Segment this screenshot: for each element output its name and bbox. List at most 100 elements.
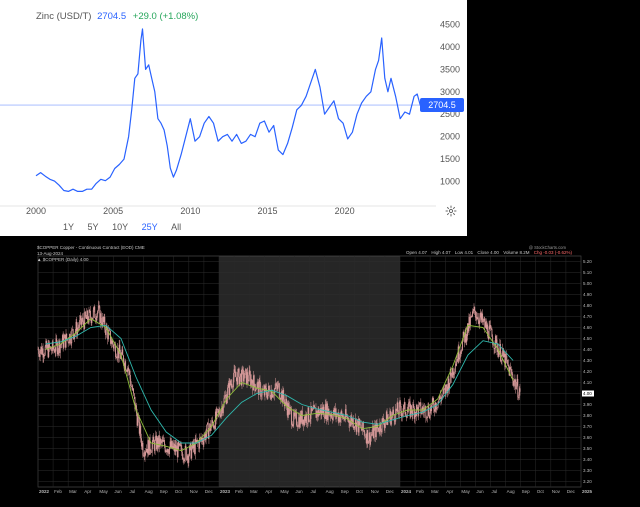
copper-chart: 3.20 3.30 3.40 3.50 3.60 3.70 3.80 3.90 4.00 4.10… bbox=[34, 244, 606, 501]
copper-candle-body bbox=[402, 412, 404, 414]
copper-ohlc: Open 4.07 High 4.07 Low 4.01 Close 4.00 … bbox=[403, 250, 572, 255]
copper-candle-body bbox=[131, 386, 133, 390]
copper-candle-body bbox=[479, 317, 481, 324]
copper-candle-body bbox=[515, 385, 517, 390]
copper-candle-body bbox=[418, 402, 420, 405]
copper-candle-body bbox=[100, 313, 102, 323]
copper-x-tick-label: Oct bbox=[356, 489, 364, 494]
copper-candle-body bbox=[150, 450, 152, 453]
copper-candle-body bbox=[339, 417, 341, 423]
copper-candle-body bbox=[157, 438, 159, 448]
copper-candle-body bbox=[356, 422, 358, 432]
copper-candle-body bbox=[400, 410, 402, 417]
copper-candle-body bbox=[158, 435, 160, 448]
range-button-10y[interactable]: 10Y bbox=[112, 222, 129, 232]
copper-candle-body bbox=[306, 423, 308, 424]
copper-candle-body bbox=[333, 408, 335, 414]
copper-candle-body bbox=[270, 396, 272, 400]
copper-candle-body bbox=[171, 440, 173, 448]
copper-candle-body bbox=[372, 425, 374, 435]
range-button-all[interactable]: All bbox=[171, 222, 182, 232]
range-button-25y[interactable]: 25Y bbox=[141, 222, 158, 232]
copper-candle-body bbox=[502, 348, 504, 354]
copper-candle-body bbox=[342, 414, 343, 419]
gear-icon[interactable] bbox=[445, 205, 457, 217]
copper-candle-body bbox=[311, 406, 313, 412]
copper-candle-body bbox=[439, 395, 441, 399]
copper-x-tick-label: 2025 bbox=[582, 489, 593, 494]
copper-candle-body bbox=[291, 410, 292, 425]
copper-candle-body bbox=[472, 310, 474, 312]
range-button-1y[interactable]: 1Y bbox=[63, 222, 75, 232]
copper-candle-body bbox=[257, 381, 259, 384]
copper-candle-body bbox=[408, 401, 410, 403]
copper-candle-body bbox=[82, 317, 83, 322]
copper-candle-body bbox=[216, 408, 218, 420]
copper-candle-body bbox=[39, 351, 41, 357]
copper-candle-body bbox=[279, 397, 281, 400]
copper-candle-body bbox=[222, 407, 224, 414]
copper-candle-body bbox=[123, 355, 124, 365]
copper-candle-body bbox=[240, 373, 241, 377]
copper-candle-body bbox=[514, 379, 516, 382]
copper-candle-body bbox=[362, 421, 364, 431]
copper-candle-body bbox=[105, 325, 107, 335]
copper-candle-body bbox=[235, 371, 236, 377]
copper-candle-body bbox=[251, 379, 253, 384]
copper-candle-body bbox=[392, 409, 394, 414]
copper-x-tick-label: Jul bbox=[311, 489, 317, 494]
zinc-chart-panel: 1000 1500 2000 2500 3000 3500 4000 4500 2000 2005… bbox=[0, 0, 467, 236]
copper-candle-body bbox=[130, 386, 132, 387]
copper-candle-body bbox=[453, 372, 455, 375]
copper-candle-body bbox=[107, 329, 109, 340]
copper-candle-body bbox=[288, 406, 290, 415]
copper-candle-body bbox=[54, 351, 56, 353]
copper-candle-body bbox=[255, 389, 257, 390]
copper-candle-body bbox=[238, 368, 240, 385]
copper-candle-body bbox=[183, 458, 185, 462]
copper-candle-body bbox=[370, 436, 372, 445]
copper-candle-body bbox=[72, 329, 73, 330]
copper-candle-body bbox=[235, 376, 237, 378]
copper-candle-body bbox=[140, 438, 142, 447]
copper-candle-body bbox=[352, 418, 354, 425]
copper-candle-body bbox=[490, 328, 492, 329]
copper-y-tick-label: 5.10 bbox=[583, 270, 592, 275]
copper-candle-body bbox=[458, 346, 460, 360]
copper-candle-body bbox=[391, 413, 393, 417]
copper-candle-body bbox=[450, 368, 452, 376]
copper-candle-body bbox=[230, 383, 232, 386]
copper-candle-body bbox=[300, 413, 302, 423]
copper-x-tick-label: Sep bbox=[341, 489, 350, 494]
range-button-5y[interactable]: 5Y bbox=[87, 222, 99, 232]
copper-candle-body bbox=[420, 402, 422, 414]
copper-candle-body bbox=[179, 443, 181, 446]
copper-candle-body bbox=[256, 383, 258, 390]
copper-candle-body bbox=[245, 369, 247, 371]
copper-candle-body bbox=[181, 452, 183, 460]
copper-candle-body bbox=[381, 418, 383, 433]
copper-candle-body bbox=[400, 403, 402, 411]
copper-candle-body bbox=[429, 407, 431, 419]
copper-candle-body bbox=[138, 416, 140, 418]
copper-candle-body bbox=[95, 317, 96, 320]
copper-candle-body bbox=[433, 402, 435, 410]
copper-candle-body bbox=[96, 314, 98, 321]
copper-candle-body bbox=[296, 412, 298, 426]
copper-candle-body bbox=[344, 419, 346, 420]
copper-candle-body bbox=[62, 335, 64, 348]
copper-candle-body bbox=[355, 418, 356, 427]
copper-candle-body bbox=[469, 316, 471, 327]
copper-candle-body bbox=[100, 313, 101, 323]
copper-y-tick-label: 3.50 bbox=[583, 446, 592, 451]
copper-candle-body bbox=[379, 422, 381, 433]
copper-candle-body bbox=[93, 306, 95, 310]
copper-candle-body bbox=[413, 407, 415, 419]
copper-x-tick-label: Apr bbox=[265, 489, 273, 494]
copper-candle-body bbox=[164, 445, 166, 452]
copper-candle-body bbox=[95, 319, 97, 321]
copper-candle-body bbox=[98, 305, 100, 307]
copper-candle-body bbox=[38, 349, 40, 355]
copper-candle-body bbox=[273, 395, 275, 396]
copper-x-tick-label: Nov bbox=[190, 489, 199, 494]
